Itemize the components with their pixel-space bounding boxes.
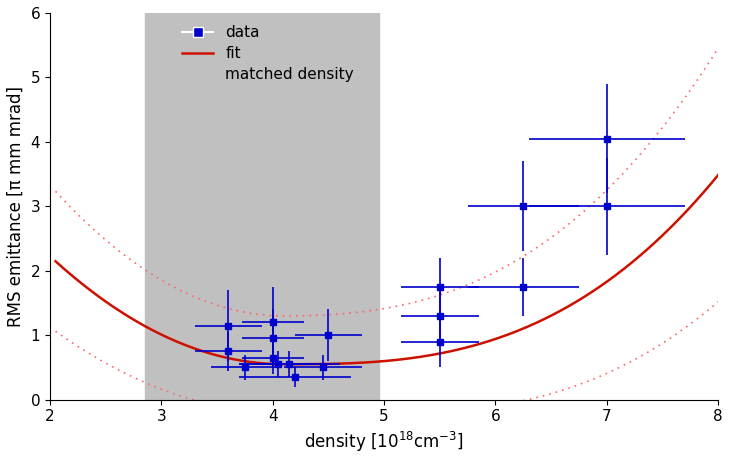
Bar [145, 13, 379, 400]
Legend: data, fit, matched density: data, fit, matched density [178, 21, 358, 87]
X-axis label: density [$10^{18}$cm$^{-3}$]: density [$10^{18}$cm$^{-3}$] [304, 430, 464, 454]
Y-axis label: RMS emittance [π mm mrad]: RMS emittance [π mm mrad] [7, 86, 25, 327]
